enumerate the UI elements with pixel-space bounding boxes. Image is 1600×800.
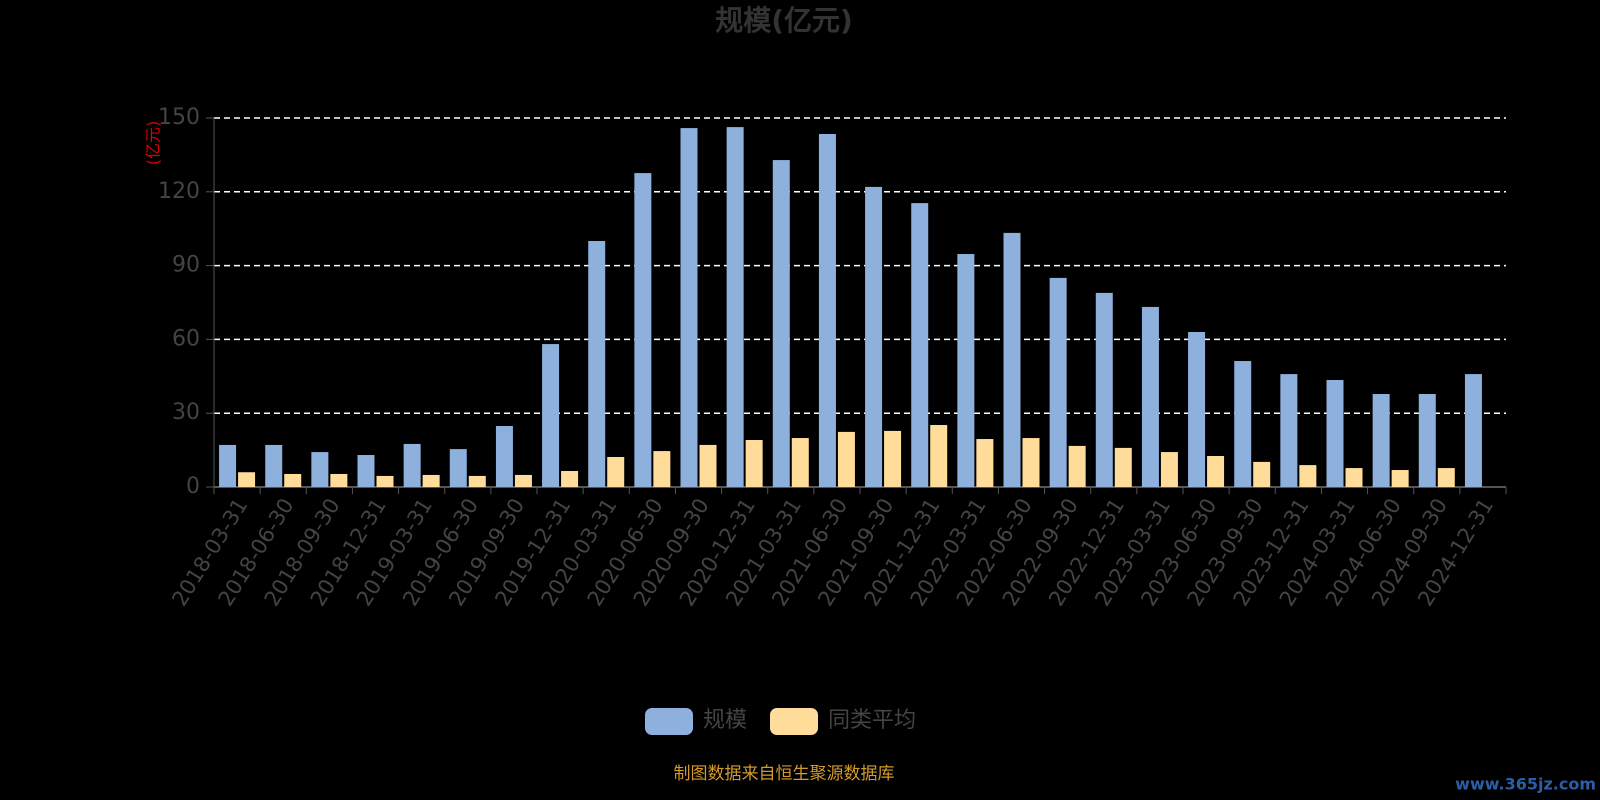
bar [1418,394,1436,487]
bar [376,475,394,487]
bar [495,425,513,487]
bar [449,449,467,487]
y-tick-label: 150 [158,105,200,130]
bar [284,473,302,487]
bar [726,127,744,488]
legend-label: 规模 [703,708,747,733]
bar [680,128,698,487]
bar [403,443,421,487]
bar [634,173,652,487]
bar [1391,470,1409,487]
bar [791,438,809,487]
bar [1003,232,1021,487]
y-tick-label: 0 [186,474,200,499]
bar [514,474,532,487]
bar [219,444,237,487]
bar [1234,361,1252,487]
bar [1188,332,1206,487]
bar [588,241,606,487]
bar [1372,394,1390,487]
bar [653,451,671,487]
bar [884,430,902,487]
legend-swatch [770,708,818,735]
bar [607,456,625,487]
y-tick-label: 30 [172,400,200,425]
bar [1464,374,1482,487]
watermark: www.365jz.com [1455,775,1596,794]
bar [957,254,975,487]
bar [911,203,929,487]
bar [1114,447,1132,487]
bar [1345,468,1363,487]
bar [1326,379,1344,487]
bar [561,471,579,487]
y-axis-label: (亿元) [144,121,163,166]
legend-swatch [645,708,693,735]
bar [311,452,329,487]
bar [1022,438,1040,487]
bar [468,475,486,487]
y-tick-label: 60 [172,326,200,351]
bar [745,440,763,487]
bar [1280,374,1298,487]
bar [265,444,283,487]
legend-label: 同类平均 [828,708,916,733]
bar [976,439,994,487]
bar [1160,452,1178,487]
bar [542,344,560,487]
bar [422,474,440,487]
bar [357,455,375,487]
bar [1095,292,1113,487]
y-tick-label: 90 [172,253,200,278]
bar [1049,277,1067,487]
bar [330,473,348,487]
bar [772,160,790,488]
y-tick-label: 120 [158,179,200,204]
chart-title: 规模(亿元) [715,4,853,37]
bar [1141,306,1159,487]
source-note: 制图数据来自恒生聚源数据库 [674,764,895,784]
bar [1253,461,1271,487]
bar [1299,465,1317,487]
bar [699,444,717,487]
bar [865,186,883,487]
bar [238,472,256,487]
bar [1437,468,1455,487]
bar [1068,445,1086,487]
bar [930,425,948,487]
bar [837,431,855,487]
bar [1207,456,1225,487]
bar [818,133,836,488]
